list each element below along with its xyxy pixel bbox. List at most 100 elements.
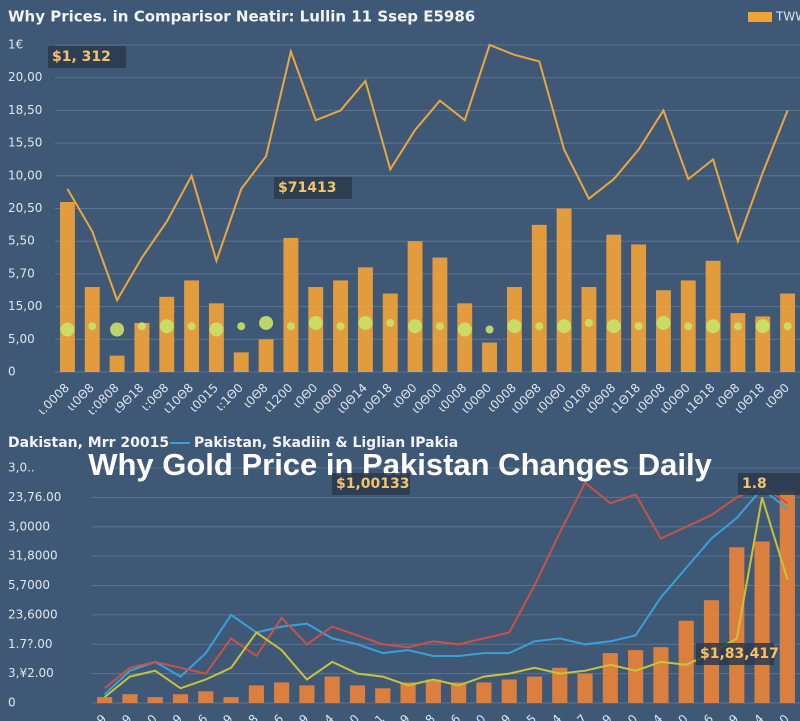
dot: [733, 322, 742, 331]
dot: [88, 322, 97, 331]
y-tick-label: 1.7?.00: [8, 637, 53, 651]
x-tick-label: ι9: [597, 712, 615, 721]
bar: [97, 697, 113, 703]
x-tick-label: ι9: [496, 712, 514, 721]
bar: [223, 697, 239, 703]
bar: [678, 620, 694, 703]
dot: [187, 322, 196, 331]
bar: [501, 679, 517, 703]
bar: [134, 322, 150, 372]
annotation-box: [738, 473, 800, 495]
dot: [557, 319, 572, 334]
bar: [705, 260, 721, 372]
y-tick-label: 15,50: [8, 136, 42, 150]
line: [103, 487, 789, 695]
dot: [755, 319, 770, 334]
y-tick-label: 18,50: [8, 103, 42, 117]
y-tick-label: 0: [8, 696, 16, 710]
y-tick-label: 10,00: [8, 168, 42, 182]
bar: [283, 237, 299, 372]
annotation-box: [48, 46, 126, 68]
dot: [584, 318, 593, 327]
x-tick-label: ι9: [116, 712, 134, 721]
x-tick-label: ι4: [319, 712, 337, 721]
bar: [274, 682, 290, 703]
bar: [526, 676, 543, 703]
x-tick-label: ι0: [673, 712, 691, 721]
annotation: $71413: [278, 180, 336, 196]
dot: [358, 315, 373, 330]
bar: [258, 339, 274, 372]
dot: [110, 322, 125, 337]
bar: [400, 682, 416, 703]
bar: [324, 676, 340, 703]
legend-label: TWW: [775, 10, 800, 24]
bar: [233, 352, 249, 372]
bar: [780, 293, 796, 372]
annotation: $1,00133: [336, 476, 410, 492]
bar: [122, 694, 138, 703]
legend-swatch: [748, 12, 772, 22]
bar: [109, 355, 125, 372]
annotation-box: [696, 643, 774, 665]
dot: [60, 322, 75, 337]
bar: [451, 682, 467, 703]
dot: [507, 319, 522, 334]
bar: [552, 667, 568, 703]
dot: [336, 322, 345, 331]
bar: [198, 691, 214, 703]
dot: [209, 322, 224, 337]
dot: [606, 319, 621, 334]
x-tick-label: ι7: [571, 712, 589, 721]
x-tick-label: ι9: [293, 712, 311, 721]
y-tick-label: 31,8000: [8, 549, 58, 563]
annotation: 1.8: [742, 476, 767, 492]
y-tick-label: 15,00: [8, 299, 42, 313]
chart-title: Why Prices. in Comparisor Neatir: Lullin…: [8, 8, 475, 26]
y-tick-label: 3,0000: [8, 519, 50, 533]
legend-label: Pakistan, Skadiin & Liglian IPakia: [194, 435, 458, 451]
annotation-box: [274, 177, 352, 199]
line: [66, 43, 789, 303]
bar: [299, 685, 315, 703]
bar: [631, 244, 647, 372]
bar: [628, 650, 644, 703]
y-tick-label: 20,50: [8, 201, 42, 215]
x-tick-label: ι:1Θ0: [213, 381, 246, 414]
dot: [159, 319, 174, 334]
bar: [577, 673, 593, 703]
line: [103, 497, 789, 698]
x-tick-label: ι0: [622, 712, 640, 721]
bar: [754, 541, 770, 703]
y-tick-label: 23,76.00: [8, 490, 61, 504]
dot: [286, 322, 295, 331]
x-tick-label: ι.0008: [35, 381, 72, 418]
x-tick-label: ι9: [394, 712, 412, 721]
bar: [349, 685, 366, 703]
bar: [779, 491, 795, 703]
dot: [535, 322, 544, 331]
bar: [147, 697, 163, 703]
x-tick-label: ι0015: [187, 381, 221, 415]
x-tick-label: ι1200: [261, 381, 295, 415]
y-tick-label: 3,0..: [8, 461, 35, 475]
bar: [602, 653, 618, 703]
dot: [137, 322, 146, 331]
bar: [248, 685, 264, 703]
annotation: $1,83,417: [700, 646, 779, 662]
bar: [425, 679, 441, 703]
y-tick-label: 20,00: [8, 70, 42, 84]
dot: [783, 322, 792, 331]
dot: [259, 315, 274, 330]
x-tick-label: ι6: [192, 712, 210, 721]
dot: [457, 322, 472, 337]
dot: [308, 315, 323, 330]
bar: [482, 342, 498, 372]
dot: [684, 322, 693, 331]
bar: [407, 241, 423, 372]
dot: [485, 325, 494, 334]
annotation: $1, 312: [52, 49, 111, 65]
dot: [656, 315, 671, 330]
dot: [634, 322, 643, 331]
